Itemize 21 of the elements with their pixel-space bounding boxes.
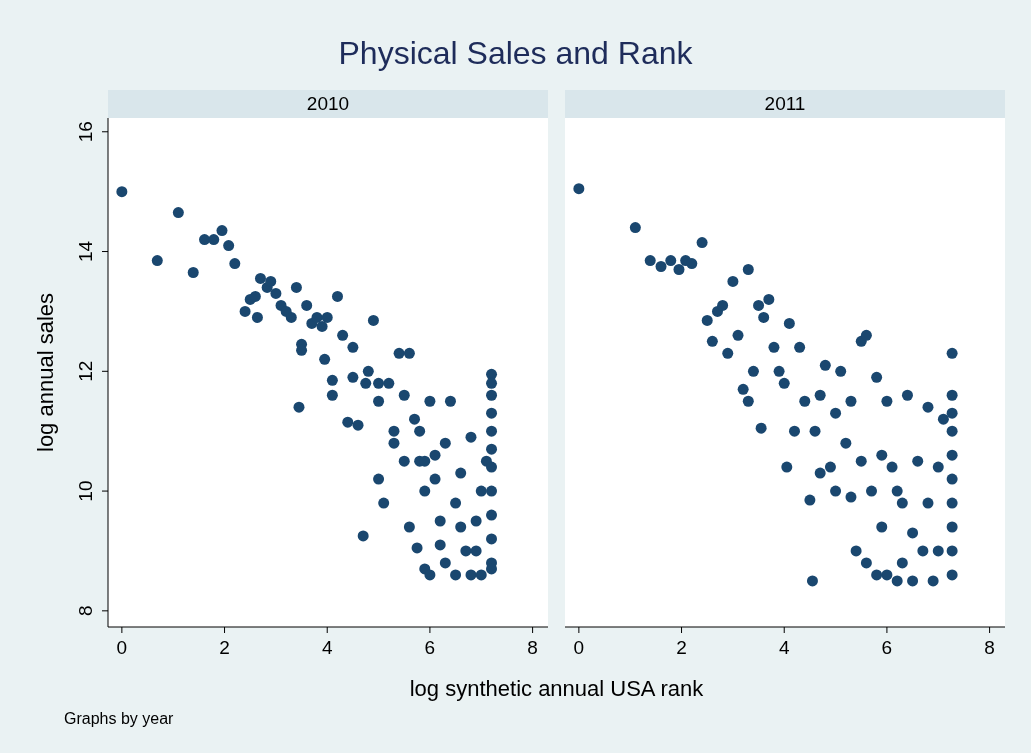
x-tick-label: 4 (321, 637, 333, 658)
chart-subtitle: 2011 (764, 93, 806, 114)
x-tick-label: 2 (219, 637, 230, 658)
y-axis-title: log annual sales (33, 292, 58, 453)
x-tick-label: 8 (984, 637, 995, 658)
x-tick-label: 6 (881, 637, 893, 658)
y-tick-label: 10 (75, 480, 96, 502)
x-axis-title: log synthetic annual USA rank (409, 676, 705, 701)
x-tick-label: 4 (778, 637, 790, 658)
x-tick-label: 0 (116, 637, 128, 658)
chart-subtitle: 2010 (306, 93, 350, 114)
text: Graphs by year (64, 710, 175, 727)
x-tick-label: 0 (573, 637, 585, 658)
x-tick-label: 6 (424, 637, 436, 658)
y-tick-label: 8 (75, 605, 96, 617)
chart-title: Physical Sales and Rank (338, 35, 694, 71)
y-tick-label: 12 (75, 360, 96, 382)
y-tick-label: 14 (75, 240, 96, 263)
y-tick-label: 16 (75, 121, 96, 143)
x-tick-label: 8 (527, 637, 538, 658)
x-tick-label: 2 (676, 637, 687, 658)
